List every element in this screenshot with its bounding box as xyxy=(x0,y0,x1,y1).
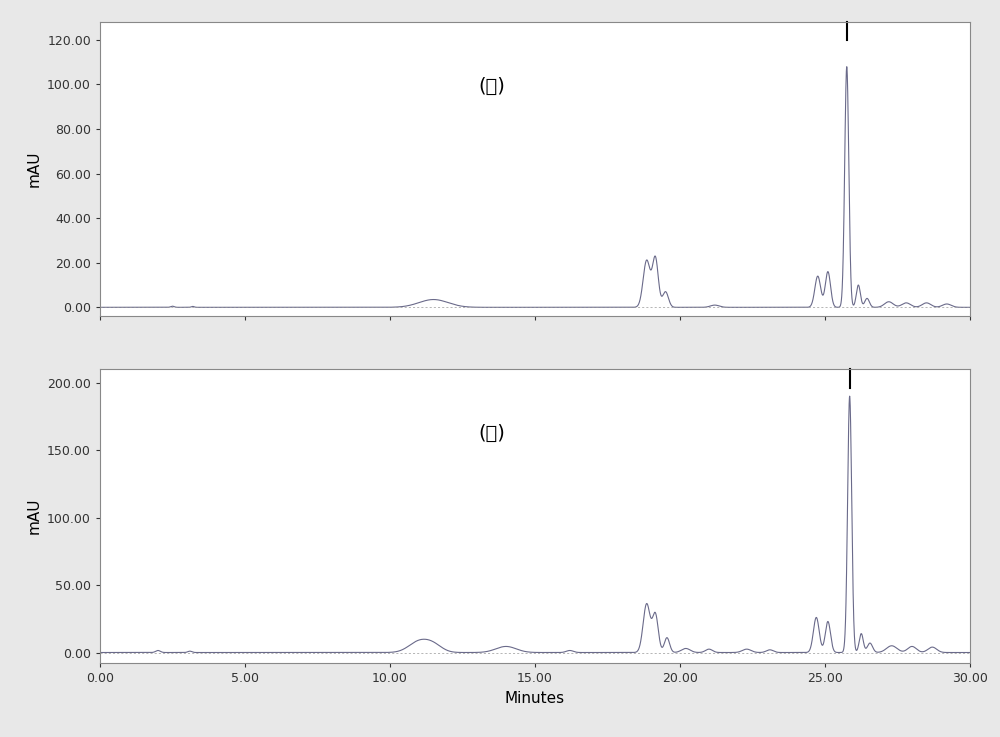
Y-axis label: mAU: mAU xyxy=(27,151,42,187)
Text: (Ｂ): (Ｂ) xyxy=(478,425,505,444)
Y-axis label: mAU: mAU xyxy=(27,498,42,534)
Text: (Ａ): (Ａ) xyxy=(478,77,505,97)
X-axis label: Minutes: Minutes xyxy=(505,691,565,706)
